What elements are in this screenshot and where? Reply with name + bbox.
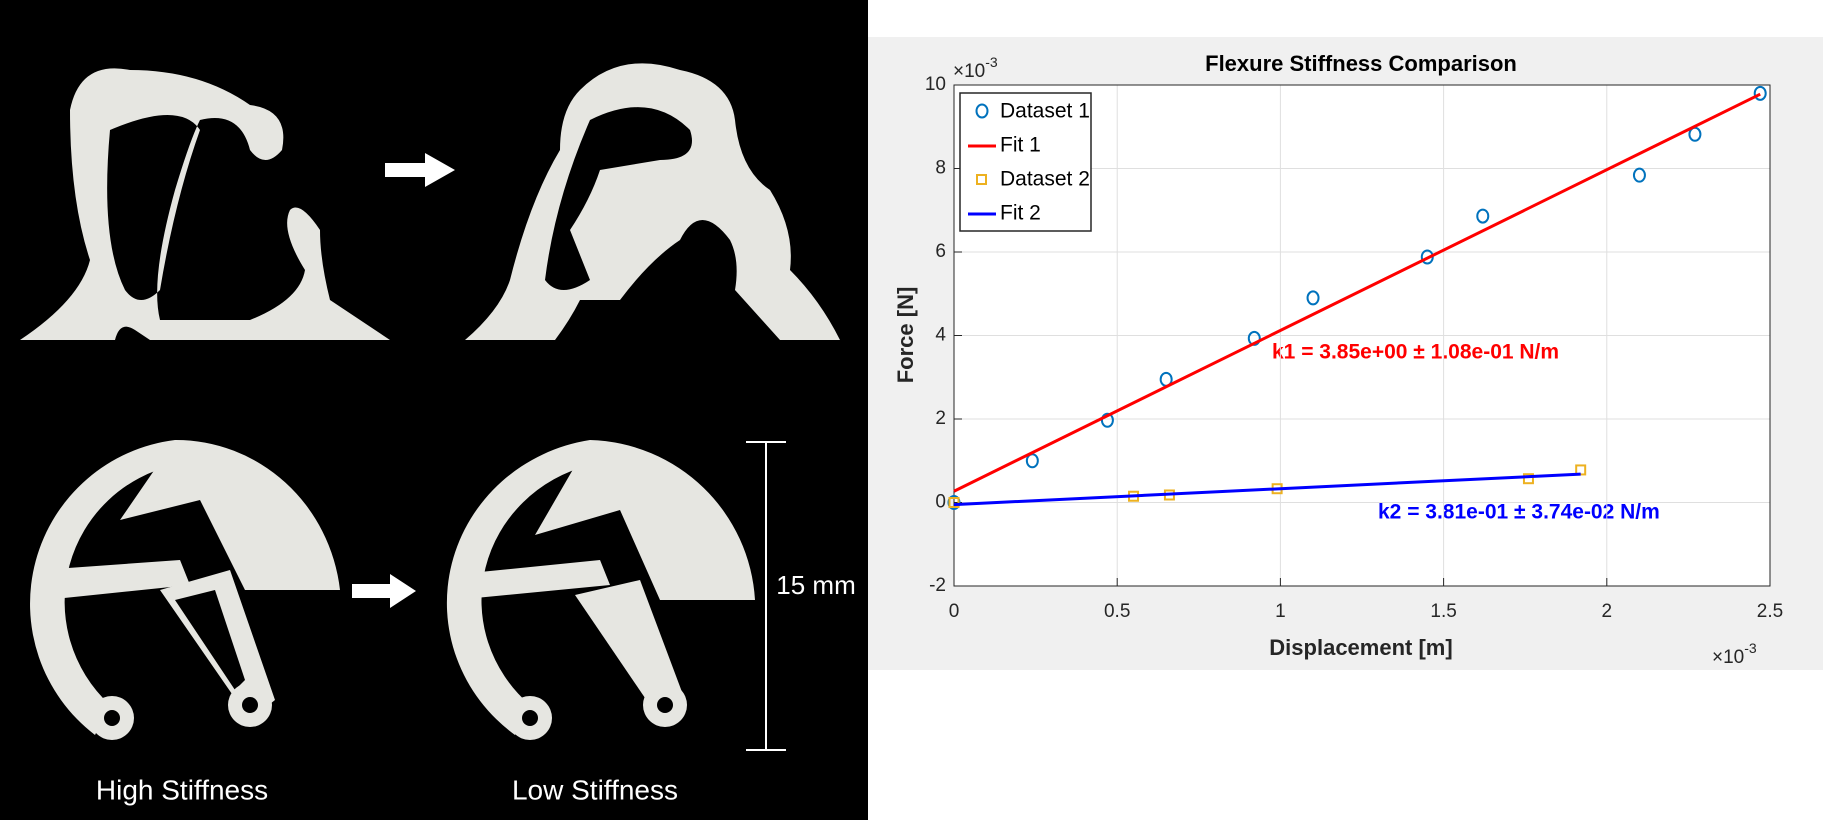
photo-label: High Stiffness <box>96 774 268 805</box>
legend-marker <box>975 103 989 119</box>
x-tick-label: 1.5 <box>1430 601 1456 622</box>
x-tick-label: 2 <box>1602 601 1613 622</box>
y-axis-label: Force [N] <box>893 287 918 384</box>
y-tick-label: 0 <box>935 492 946 513</box>
data-point <box>1476 208 1490 224</box>
scale-bar <box>746 441 786 751</box>
legend-box <box>959 92 1092 232</box>
flexure-low-top <box>465 63 840 340</box>
legend-label: Fit 2 <box>1000 202 1041 225</box>
data-point <box>1753 85 1767 101</box>
flexure-high-top <box>20 68 390 340</box>
fit-line <box>953 472 1581 507</box>
y-tick-label: 2 <box>935 408 946 429</box>
multiplier-exponent: -3 <box>1744 640 1757 656</box>
legend-marker <box>976 174 987 185</box>
y-tick-label: 6 <box>935 241 946 262</box>
y-tick-label: 4 <box>935 325 946 346</box>
chart-title: Flexure Stiffness Comparison <box>1205 51 1517 76</box>
x-tick-label: 0 <box>949 601 960 622</box>
data-point <box>1306 290 1320 306</box>
annotation: k1 = 3.85e+00 ± 1.08e-01 N/m <box>1272 341 1559 364</box>
y-tick-label: 10 <box>925 74 946 95</box>
flexure-high-bottom <box>30 439 340 740</box>
scale-label: 15 mm <box>776 570 855 600</box>
legend-label: Dataset 2 <box>1000 168 1090 191</box>
arrow <box>352 574 416 608</box>
photo-panel <box>0 0 868 820</box>
arrow <box>385 153 455 187</box>
multiplier-base: ×10 <box>953 61 985 82</box>
multiplier-exponent: -3 <box>985 54 998 70</box>
fit-line <box>953 92 1761 493</box>
x-tick-label: 0.5 <box>1104 601 1130 622</box>
data-point <box>1100 412 1114 428</box>
flexure-low-bottom <box>446 440 755 740</box>
plot-frame <box>953 84 1771 587</box>
y-tick-label: -2 <box>929 575 946 596</box>
x-tick-label: 1 <box>1275 601 1286 622</box>
x-axis-label: Displacement [m] <box>1269 635 1452 660</box>
chart: Flexure Stiffness Comparison Displacemen… <box>893 51 1783 668</box>
legend-label: Dataset 1 <box>1000 100 1090 123</box>
data-point <box>948 497 960 508</box>
annotation: k2 = 3.81e-01 ± 3.74e-02 N/m <box>1378 501 1660 524</box>
photo-label: Low Stiffness <box>512 774 678 805</box>
legend-label: Fit 1 <box>1000 134 1041 157</box>
x-multiplier: ×10-3 <box>1712 640 1757 668</box>
data-point <box>1632 167 1646 183</box>
data-point <box>1522 473 1534 485</box>
x-tick-label: 2.5 <box>1757 601 1783 622</box>
y-multiplier: ×10-3 <box>953 54 998 82</box>
multiplier-base: ×10 <box>1712 647 1744 668</box>
y-tick-label: 8 <box>935 158 946 179</box>
